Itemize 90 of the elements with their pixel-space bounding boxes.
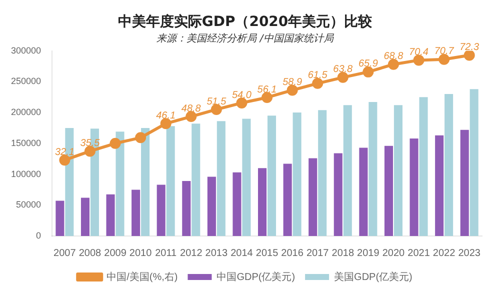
x-tick-label: 2015 (256, 248, 279, 259)
point (388, 58, 399, 70)
x-tick-label: 2017 (306, 248, 330, 259)
bar (435, 135, 444, 236)
bar (232, 172, 242, 236)
point (186, 111, 197, 122)
data-label: 58.9 (282, 76, 302, 88)
data-label: 63.8 (333, 64, 354, 76)
bar (444, 94, 454, 236)
y-tick-label: 100000 (10, 168, 42, 179)
x-tick-label: 2012 (180, 248, 203, 259)
bar (267, 116, 276, 236)
x-tick-label: 2014 (230, 248, 254, 259)
bar (394, 105, 402, 236)
y-tick-label: 250000 (10, 76, 42, 86)
legend-label: 美国GDP(亿美元) (334, 270, 412, 283)
chart-title: 中美年度实际GDP（2020年美元）比较 (118, 13, 374, 30)
data-label: 32.1 (54, 146, 74, 158)
bar (182, 181, 191, 236)
bar (106, 194, 115, 236)
bar (419, 97, 428, 236)
data-label: 70.7 (434, 46, 454, 58)
bar (470, 89, 478, 236)
point (160, 118, 172, 130)
chart-subtitle: 来源：美国经济分析局 /中国国家统计局 (156, 32, 334, 44)
bar (216, 121, 226, 236)
point (135, 132, 146, 144)
bar (192, 124, 200, 236)
bar (343, 105, 352, 236)
bar (460, 130, 469, 236)
data-label: 61.5 (308, 70, 328, 82)
x-tick-label: 2018 (332, 248, 354, 259)
y-tick-label: 300000 (10, 45, 42, 56)
y-tick-label: 150000 (10, 138, 42, 148)
data-label: 70.4 (409, 46, 429, 58)
bar (166, 126, 175, 236)
x-tick-label: 2021 (408, 248, 430, 259)
data-label: 65.9 (358, 58, 378, 70)
point (438, 54, 450, 65)
bar (308, 158, 318, 236)
data-label: 68.8 (384, 51, 404, 62)
point (413, 54, 424, 66)
x-tick-label: 2020 (382, 248, 406, 259)
x-tick-label: 2016 (281, 248, 304, 259)
bar (116, 132, 124, 236)
bar (283, 164, 292, 236)
data-label: 46.1 (156, 110, 176, 122)
x-tick-label: 2010 (129, 248, 152, 259)
x-tick-label: 2023 (458, 248, 481, 259)
bar (242, 118, 251, 236)
data-label: 35.5 (80, 138, 100, 150)
bar (258, 168, 267, 236)
data-label: 54.0 (232, 90, 252, 101)
bar (156, 184, 166, 236)
x-tick-label: 2011 (155, 248, 178, 259)
y-tick-label: 200000 (10, 107, 42, 118)
data-label: 48.8 (181, 103, 202, 114)
point (286, 84, 298, 96)
legend-label: 中国GDP(亿美元) (216, 270, 296, 283)
bar (359, 148, 368, 236)
point (312, 78, 324, 89)
x-tick-label: 2007 (54, 248, 76, 259)
legend-label: 中国/美国(%,右) (106, 270, 178, 283)
bar (207, 176, 216, 236)
data-label: 56.1 (257, 84, 277, 96)
point (84, 146, 96, 157)
bar (384, 146, 394, 236)
bar (141, 128, 150, 236)
point (362, 66, 374, 78)
x-tick-label: 2019 (357, 248, 380, 259)
bar (132, 190, 140, 236)
bar (56, 200, 64, 236)
x-tick-label: 2013 (205, 248, 228, 259)
point (464, 50, 475, 61)
data-label: 51.5 (206, 96, 227, 108)
x-tick-label: 2008 (78, 248, 102, 259)
bar (318, 110, 327, 236)
bar (368, 102, 378, 236)
point (59, 154, 70, 166)
bar (334, 153, 342, 236)
point (337, 72, 348, 83)
bar (80, 198, 90, 236)
y-tick-label: 0 (36, 230, 42, 240)
bar (292, 112, 302, 236)
x-tick-label: 2009 (104, 248, 127, 259)
x-tick-label: 2022 (432, 248, 456, 259)
point (110, 138, 121, 149)
y-tick-label: 50000 (16, 200, 42, 210)
data-label: 72.3 (460, 42, 480, 54)
bar (410, 138, 418, 236)
